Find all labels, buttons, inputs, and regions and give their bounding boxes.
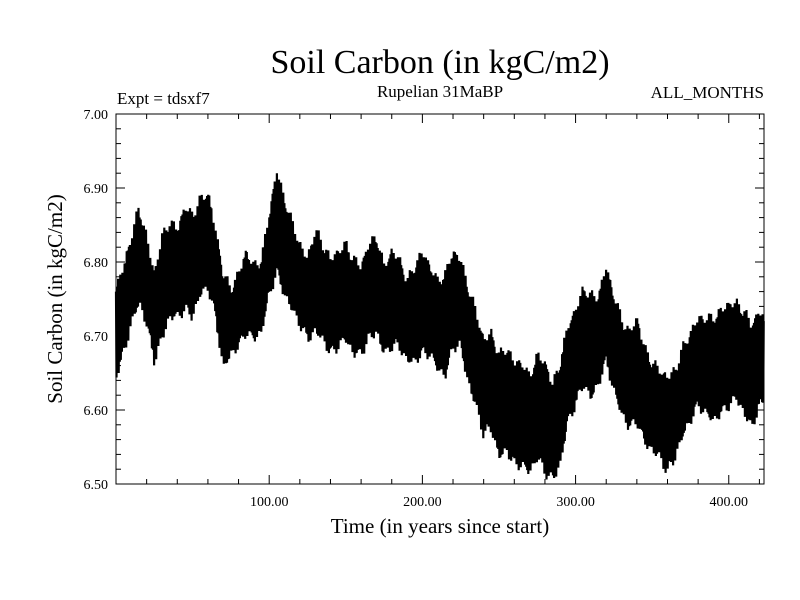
x-tick-label: 300.00 [556,495,595,510]
x-axis-label: Time (in years since start) [331,514,550,538]
y-axis-label: Soil Carbon (in kgC/m2) [43,194,67,403]
x-tick-label: 200.00 [403,495,442,510]
x-axis-ticks: 100.00 200.00 300.00 400.00 [115,114,760,510]
experiment-label: Expt = tdsxf7 [117,89,210,108]
chart-title: Soil Carbon (in kgC/m2) [270,44,609,81]
y-tick-label: 6.50 [84,478,109,493]
x-tick-label: 400.00 [710,495,749,510]
y-axis-ticks: 6.50 6.60 6.70 6.80 6.90 7.00 [84,108,764,493]
y-tick-label: 7.00 [84,108,109,123]
chart-subtitle: Rupelian 31MaBP [377,82,503,101]
x-tick-label: 100.00 [250,495,289,510]
y-tick-label: 6.70 [84,330,109,345]
y-tick-label: 6.90 [84,182,109,197]
series-envelope [114,173,765,480]
period-label: ALL_MONTHS [651,83,764,102]
plot-frame [115,113,765,485]
y-tick-label: 6.80 [84,256,109,271]
y-tick-label: 6.60 [84,404,109,419]
